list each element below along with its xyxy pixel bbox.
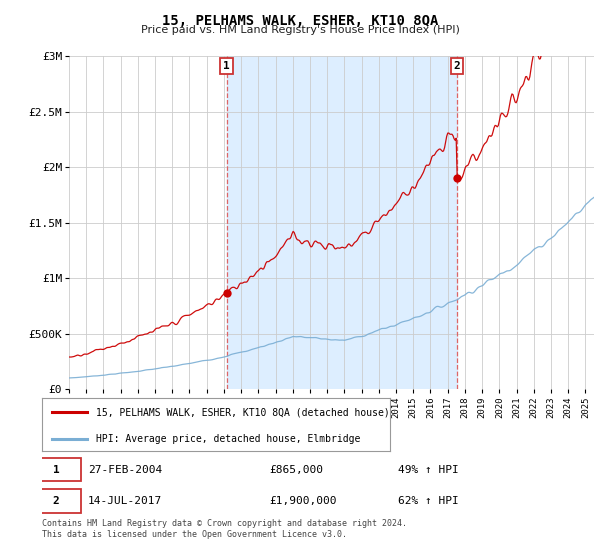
Text: 27-FEB-2004: 27-FEB-2004 bbox=[88, 465, 162, 474]
Text: HPI: Average price, detached house, Elmbridge: HPI: Average price, detached house, Elmb… bbox=[96, 434, 361, 444]
Text: 62% ↑ HPI: 62% ↑ HPI bbox=[398, 496, 459, 506]
FancyBboxPatch shape bbox=[31, 489, 81, 512]
Text: 2: 2 bbox=[454, 61, 460, 71]
Text: £1,900,000: £1,900,000 bbox=[269, 496, 337, 506]
Text: Contains HM Land Registry data © Crown copyright and database right 2024.
This d: Contains HM Land Registry data © Crown c… bbox=[42, 519, 407, 539]
Text: 1: 1 bbox=[223, 61, 230, 71]
Text: 14-JUL-2017: 14-JUL-2017 bbox=[88, 496, 162, 506]
Text: 2: 2 bbox=[53, 496, 59, 506]
Text: 49% ↑ HPI: 49% ↑ HPI bbox=[398, 465, 459, 474]
Text: Price paid vs. HM Land Registry's House Price Index (HPI): Price paid vs. HM Land Registry's House … bbox=[140, 25, 460, 35]
Text: 1: 1 bbox=[53, 465, 59, 474]
Text: 15, PELHAMS WALK, ESHER, KT10 8QA: 15, PELHAMS WALK, ESHER, KT10 8QA bbox=[162, 14, 438, 28]
Text: 15, PELHAMS WALK, ESHER, KT10 8QA (detached house): 15, PELHAMS WALK, ESHER, KT10 8QA (detac… bbox=[96, 408, 389, 418]
FancyBboxPatch shape bbox=[31, 458, 81, 481]
Bar bbox=[227, 56, 457, 389]
Text: £865,000: £865,000 bbox=[269, 465, 323, 474]
